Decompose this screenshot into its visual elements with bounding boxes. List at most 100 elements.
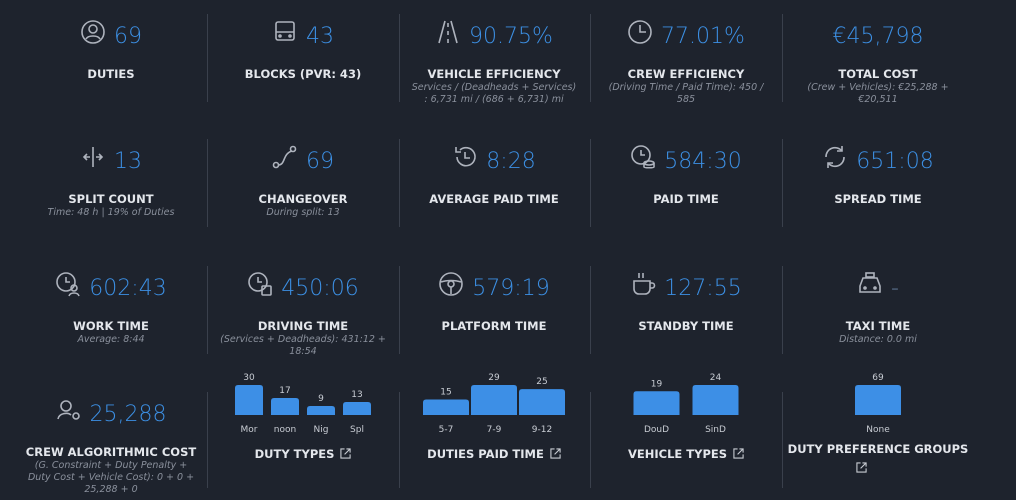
tile-note: (Services + Deadheads): 431:12 + 18:54: [220, 334, 386, 357]
tile-icon: [248, 272, 273, 296]
tile-label: PLATFORM TIME: [441, 319, 547, 333]
tile-header: 13: [11, 146, 211, 176]
chart-title-text: DUTY TYPES: [254, 447, 335, 461]
tile-icon: [56, 400, 80, 420]
chart-title: DUTY TYPES: [203, 447, 403, 461]
chart-title-text: DUTIES PAID TIME: [427, 447, 544, 461]
tile-icon: [455, 146, 477, 167]
bar-value: 25: [536, 377, 547, 387]
separator: [782, 266, 783, 354]
tile-note: (G. Constraint + Duty Penalty + Duty Cos…: [27, 460, 195, 495]
tile-icon: [628, 20, 652, 44]
bar-value: 13: [351, 390, 362, 400]
chart-title-text: DUTY PREFERENCE GROUPS: [787, 442, 969, 456]
external-link[interactable]: [856, 462, 867, 473]
tile-value: 450:06: [281, 275, 359, 301]
tile-header: €45,798: [778, 21, 978, 51]
tile-note: (Driving Time / Paid Time): 450 / 585: [608, 82, 764, 105]
tile-icon: [631, 145, 656, 169]
separator: [590, 139, 591, 227]
bar-value: 30: [243, 373, 255, 383]
tile-note: Time: 48 h | 19% of Duties: [47, 207, 175, 218]
bar-category: 5-7: [439, 425, 454, 435]
tile-icon: [275, 21, 295, 41]
separator: [207, 392, 208, 488]
bar-value: 69: [872, 373, 884, 383]
tile-header: 69: [203, 145, 403, 176]
tile-note: Average: 8:44: [77, 334, 145, 345]
tile-value: 90.75%: [469, 23, 553, 49]
tile-note: Distance: 0.0 mi: [839, 334, 917, 345]
external-link[interactable]: [733, 448, 744, 459]
tile-header: 77.01%: [586, 20, 786, 51]
tile-note: During split: 13: [266, 207, 340, 218]
bar: [471, 385, 517, 415]
tile-header: 450:06: [203, 272, 403, 303]
tile-header: -: [778, 272, 978, 303]
tile-label: TAXI TIME: [845, 319, 911, 333]
chart-title: DUTY PREFERENCE GROUPS: [778, 442, 978, 473]
tile-label: WORK TIME: [73, 319, 149, 333]
tile-label: STANDBY TIME: [638, 319, 734, 333]
bar-value: 29: [488, 373, 500, 383]
tile-value: 69: [114, 23, 142, 49]
external-link[interactable]: [550, 448, 561, 459]
tile-header: 584:30: [586, 145, 786, 176]
tile-header: 8:28: [394, 146, 594, 176]
bar-value: 15: [440, 387, 451, 397]
tile-icon: [825, 146, 846, 168]
tile-label: CREW EFFICIENCY: [627, 67, 745, 81]
bar-category: Spl: [350, 425, 364, 435]
external-link[interactable]: [340, 448, 352, 459]
bar-category: Mor: [241, 425, 258, 435]
tile-header: 90.75%: [394, 20, 594, 51]
tile-header: 25,288: [11, 399, 211, 429]
tile-icon: [859, 272, 881, 293]
tile-icon: [633, 273, 656, 295]
tile-label: DUTIES: [87, 67, 135, 81]
tile-value: 584:30: [664, 148, 742, 174]
bar: [692, 385, 739, 415]
separator: [590, 392, 591, 488]
tile-header: 69: [11, 20, 211, 51]
tile-label: BLOCKS (PVR: 43): [244, 67, 362, 81]
tile-header: 579:19: [394, 272, 594, 303]
tile-header: 651:08: [778, 146, 978, 176]
tile-header: 602:43: [11, 272, 211, 303]
tile-label: PAID TIME: [653, 192, 719, 206]
bar: [235, 385, 263, 415]
bar-category: 7-9: [487, 425, 502, 435]
bar: [423, 399, 469, 415]
tile-value: 77.01%: [661, 23, 745, 49]
separator: [207, 14, 208, 102]
separator: [207, 266, 208, 354]
tile-note: (Crew + Vehicles): €25,288 + €20,511: [807, 82, 949, 105]
separator: [399, 392, 400, 488]
tile-value: €45,798: [832, 23, 924, 49]
bar: [271, 398, 299, 415]
tile-header: 127:55: [586, 273, 786, 303]
tile-value: 127:55: [664, 275, 742, 301]
tile-icon: [81, 20, 105, 44]
tile-label: VEHICLE EFFICIENCY: [427, 67, 561, 81]
bar: [855, 385, 901, 415]
bar: [343, 402, 371, 415]
separator: [399, 14, 400, 102]
tile-value: 579:19: [472, 275, 550, 301]
tile-label: AVERAGE PAID TIME: [429, 192, 559, 206]
separator: [782, 392, 783, 488]
chart-title: VEHICLE TYPES: [586, 447, 786, 461]
chart-title-text: VEHICLE TYPES: [627, 447, 728, 461]
separator: [207, 139, 208, 227]
tile-value: 651:08: [856, 148, 934, 174]
bar: [633, 391, 680, 415]
tile-label: CREW ALGORITHMIC COST: [25, 445, 197, 459]
tile-value: 43: [306, 23, 334, 49]
tile-note: Services / (Deadheads + Services) : 6,73…: [411, 82, 577, 105]
bar-value: 9: [318, 394, 324, 404]
bar-category: 9-12: [532, 425, 552, 435]
separator: [399, 139, 400, 227]
separator: [782, 139, 783, 227]
chart-title: DUTIES PAID TIME: [394, 447, 594, 461]
tile-header: 43: [203, 21, 403, 51]
